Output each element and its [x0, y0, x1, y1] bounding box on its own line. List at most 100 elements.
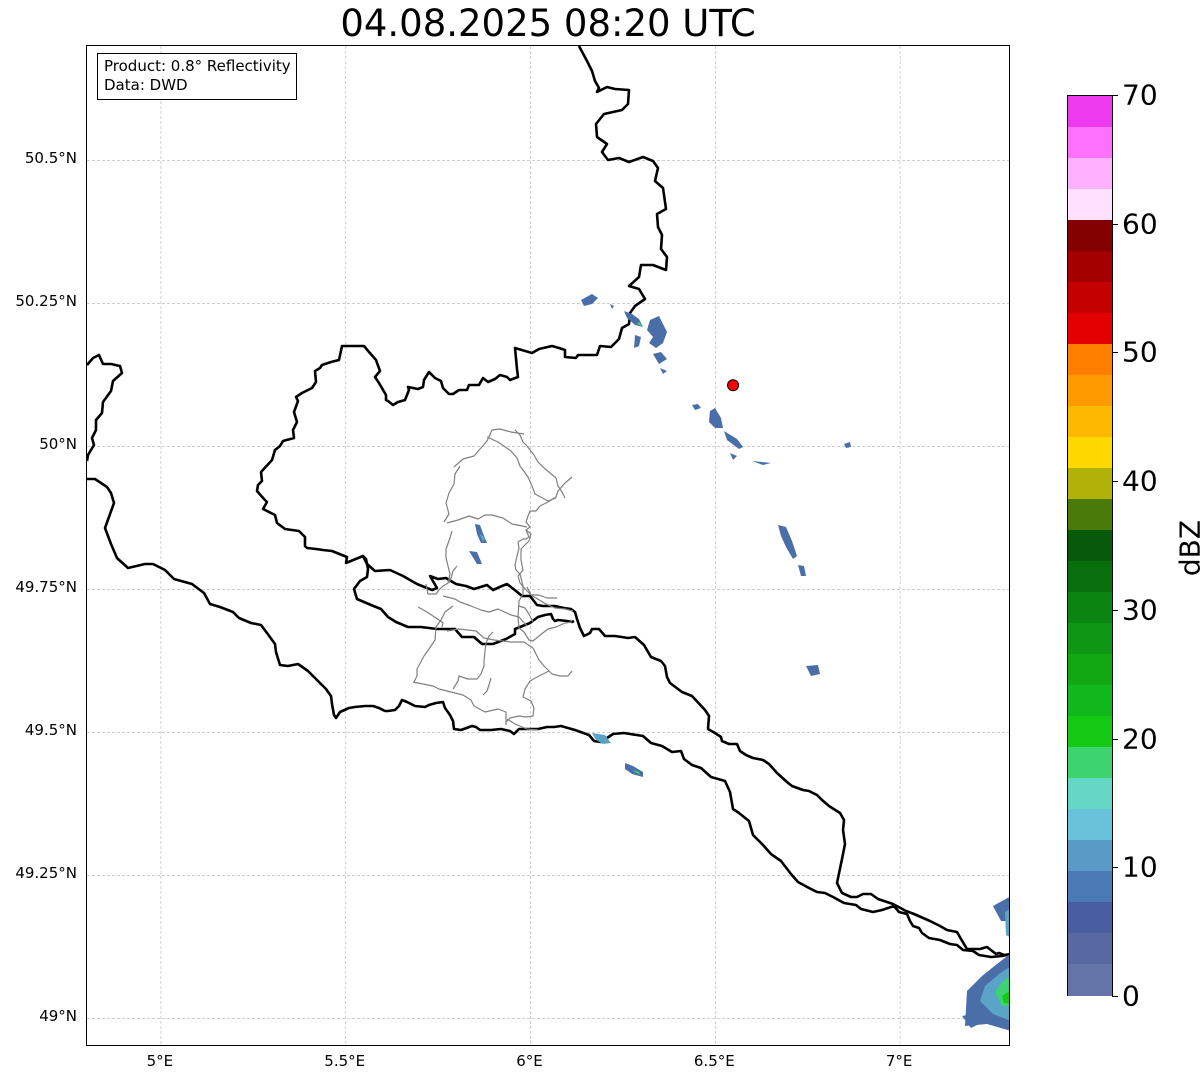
radar-map[interactable]: [86, 45, 1010, 1046]
colorbar-segment: [1068, 313, 1112, 345]
colorbar-segment: [1068, 592, 1112, 624]
lat-tick-label: 49°N: [39, 1007, 77, 1026]
echo-cell: [778, 525, 797, 559]
product-label: Product: 0.8° Reflectivity: [104, 57, 291, 75]
canton-mondorf: [505, 670, 550, 723]
colorbar-segment: [1068, 778, 1112, 810]
colorbar-segment: [1068, 561, 1112, 593]
colorbar-tick-mark: [1112, 609, 1118, 611]
border-france-germany-south: [87, 477, 1009, 959]
colorbar-segment: [1068, 499, 1112, 531]
echo-cell: [469, 551, 482, 564]
lat-tick-label: 50.25°N: [15, 292, 77, 311]
canton-vianden-diekirch: [514, 429, 566, 499]
colorbar-segment: [1068, 685, 1112, 717]
colorbar-tick-label: 60: [1122, 207, 1158, 241]
echo-cell: [962, 1013, 985, 1028]
colorbar-segment: [1068, 189, 1112, 221]
echo-cell: [653, 352, 667, 364]
colorbar-tick-label: 40: [1122, 464, 1158, 498]
colorbar-segment: [1068, 654, 1112, 686]
lon-tick-label: 5°E: [146, 1052, 174, 1070]
colorbar-segment: [1068, 871, 1112, 903]
echo-cell: [752, 461, 771, 465]
echo-cell: [625, 763, 643, 777]
canton-boundaries: [412, 428, 574, 731]
echo-cell: [980, 967, 1009, 1021]
colorbar-segment: [1068, 375, 1112, 407]
echo-cell: [475, 524, 487, 543]
echo-cell: [993, 897, 1009, 921]
colorbar-segment: [1068, 623, 1112, 655]
luxembourg-country-outline: [514, 476, 573, 642]
colorbar-segment: [1068, 840, 1112, 872]
radar-echoes: [469, 294, 1009, 1031]
colorbar-segment: [1068, 964, 1112, 996]
echo-cell: [647, 316, 667, 348]
colorbar-tick-mark: [1112, 996, 1118, 997]
gridlines: [87, 46, 1009, 1045]
colorbar-unit-label: dBZ: [1173, 519, 1202, 577]
colorbar-segment: [1068, 933, 1112, 965]
echo-cell: [479, 533, 485, 542]
echo-cell: [806, 665, 820, 676]
border-belgium-germany-luxembourg: [255, 46, 1009, 957]
colorbar-segment: [1068, 96, 1112, 128]
colorbar: [1067, 95, 1113, 996]
canton-redange-capellen: [425, 530, 453, 595]
colorbar-segment: [1068, 747, 1112, 779]
colorbar-tick-mark: [1112, 738, 1118, 740]
echo-cell: [1002, 991, 1009, 1004]
canton-grevenmacher: [526, 586, 574, 612]
colorbar-segment: [1068, 344, 1112, 376]
colorbar-segment: [1068, 530, 1112, 562]
map-canvas: [87, 46, 1009, 1045]
canton-south-mersch: [442, 595, 528, 627]
canton-west: [443, 465, 461, 523]
lon-tick-label: 5.5°E: [324, 1052, 366, 1070]
colorbar-segment: [1068, 902, 1112, 934]
lon-tick-label: 7°E: [885, 1052, 913, 1070]
colorbar-tick-mark: [1112, 867, 1118, 869]
lat-tick-label: 50°N: [39, 435, 77, 454]
colorbar-segment: [1068, 809, 1112, 841]
colorbar-tick-label: 50: [1122, 335, 1158, 369]
colorbar-tick-label: 70: [1122, 78, 1158, 112]
border-belgium-france-west: [87, 353, 124, 462]
lat-tick-label: 50.5°N: [24, 149, 77, 168]
colorbar-tick-label: 10: [1122, 850, 1158, 884]
lat-tick-label: 49.5°N: [24, 721, 77, 740]
canton-misc-3: [482, 677, 492, 696]
colorbar-segment: [1068, 158, 1112, 190]
echo-cell: [592, 733, 611, 744]
national-borders: [87, 46, 1009, 959]
echo-cell: [709, 408, 723, 428]
colorbar-tick-mark: [1112, 95, 1118, 96]
colorbar-tick-label: 0: [1122, 979, 1140, 1013]
canton-misc-1: [448, 565, 458, 584]
canton-north-line: [453, 428, 525, 468]
colorbar-segment: [1068, 406, 1112, 438]
colorbar-segment: [1068, 437, 1112, 469]
lat-tick-label: 49.75°N: [15, 578, 77, 597]
radar-site-marker[interactable]: [727, 379, 740, 392]
canton-center: [517, 529, 557, 599]
colorbar-tick-mark: [1112, 352, 1118, 354]
canton-wiltz-redange: [446, 514, 528, 528]
echo-cell: [730, 453, 737, 460]
border-france-luxembourg-east: [352, 555, 575, 646]
colorbar-segment: [1068, 220, 1112, 252]
canton-southwest: [452, 631, 494, 690]
canton-luxembourg-city: [413, 605, 454, 683]
echo-cell: [692, 404, 701, 410]
canton-west-south: [417, 606, 444, 628]
colorbar-tick-mark: [1112, 223, 1118, 225]
canton-misc-2: [518, 605, 534, 623]
canton-remich: [446, 628, 573, 677]
map-title: 04.08.2025 08:20 UTC: [340, 2, 756, 45]
colorbar-segment: [1068, 251, 1112, 283]
lat-tick-label: 49.25°N: [15, 864, 77, 883]
lon-tick-label: 6°E: [516, 1052, 543, 1070]
product-info-box: Product: 0.8° Reflectivity Data: DWD: [97, 53, 297, 100]
echo-cell: [581, 294, 598, 306]
